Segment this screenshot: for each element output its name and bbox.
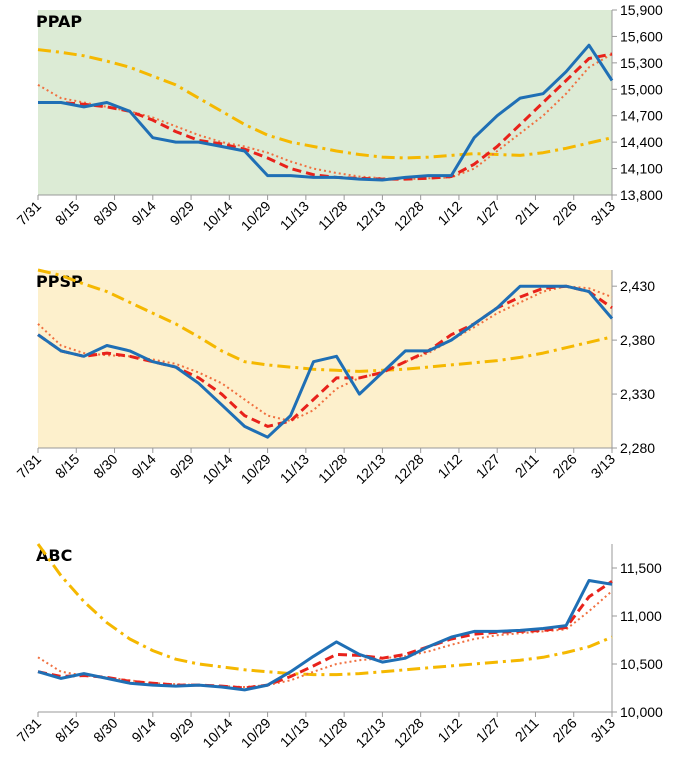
x-tick-label: 1/12	[434, 715, 465, 746]
series-line	[37, 580, 613, 690]
series-line	[37, 48, 613, 160]
x-tick-label: 10/14	[199, 715, 235, 751]
y-tick-label: 10,500	[620, 656, 663, 672]
chart-title: PPSP	[36, 272, 83, 291]
series-line	[38, 43, 614, 182]
x-tick-label: 11/28	[315, 451, 351, 487]
x-tick-label: 1/27	[473, 451, 504, 482]
series-line	[37, 590, 613, 688]
x-tick-label: 9/14	[128, 451, 159, 482]
y-tick-label: 2,430	[620, 278, 655, 294]
chart-title: ABC	[36, 546, 72, 565]
y-tick-label: 2,380	[620, 332, 655, 348]
y-tick-label: 14,100	[620, 161, 663, 177]
x-tick-label: 10/14	[199, 451, 235, 487]
x-tick-label: 9/14	[128, 715, 159, 746]
y-tick-label: 11,500	[620, 560, 662, 576]
series-line	[37, 53, 613, 181]
x-tick-label: 10/14	[199, 198, 235, 234]
x-tick-label: 3/13	[588, 715, 619, 746]
y-tick-label: 10,000	[620, 704, 663, 720]
x-tick-label: 2/11	[512, 715, 542, 745]
x-tick-label: 11/28	[315, 198, 351, 234]
x-tick-label: 1/27	[473, 198, 504, 229]
y-tick-label: 2,330	[620, 386, 655, 402]
x-tick-label: 7/31	[14, 715, 45, 746]
x-tick-label: 9/29	[167, 198, 198, 229]
x-tick-label: 9/29	[167, 715, 198, 746]
x-tick-label: 12/28	[391, 198, 427, 234]
chart-title: PPAP	[36, 12, 82, 31]
y-tick-label: 2,280	[620, 440, 655, 456]
y-tick-label: 15,900	[620, 2, 663, 18]
x-tick-label: 11/13	[277, 451, 313, 487]
x-tick-label: 12/13	[352, 715, 388, 751]
y-tick-label: 13,800	[620, 187, 663, 203]
y-tick-label: 15,000	[620, 81, 663, 97]
x-tick-label: 11/28	[315, 715, 351, 751]
x-tick-label: 11/13	[277, 715, 313, 751]
y-tick-label: 11,000	[620, 608, 662, 624]
x-tick-label: 11/13	[277, 198, 313, 234]
x-tick-label: 7/31	[14, 451, 45, 482]
x-tick-label: 1/12	[434, 198, 465, 229]
x-tick-label: 1/12	[434, 451, 465, 482]
x-tick-label: 8/30	[90, 715, 121, 746]
x-tick-label: 2/11	[512, 198, 542, 228]
x-tick-label: 8/15	[52, 451, 83, 482]
series-line	[37, 284, 614, 439]
x-tick-label: 12/13	[352, 198, 388, 234]
x-tick-label: 2/26	[549, 451, 580, 482]
x-tick-label: 12/13	[352, 451, 388, 487]
y-tick-label: 15,300	[620, 55, 663, 71]
x-tick-label: 3/13	[588, 451, 619, 482]
x-tick-label: 9/29	[167, 451, 198, 482]
x-tick-label: 10/29	[238, 715, 274, 751]
x-tick-label: 7/31	[14, 198, 45, 229]
x-tick-label: 8/30	[90, 198, 121, 229]
x-tick-label: 10/29	[238, 451, 274, 487]
x-tick-label: 10/29	[238, 198, 274, 234]
x-tick-label: 2/26	[549, 198, 580, 229]
y-tick-label: 14,400	[620, 134, 663, 150]
x-tick-label: 8/15	[52, 715, 83, 746]
series-line	[37, 579, 613, 692]
x-tick-label: 2/11	[512, 451, 542, 481]
x-tick-label: 12/28	[391, 715, 427, 751]
x-tick-label: 12/28	[391, 451, 427, 487]
x-tick-label: 8/15	[52, 198, 83, 229]
series-line	[36, 543, 613, 677]
series-line	[37, 268, 613, 373]
x-tick-label: 3/13	[588, 198, 619, 229]
x-tick-label: 8/30	[90, 451, 121, 482]
series-line	[37, 284, 613, 428]
y-tick-label: 14,700	[620, 108, 663, 124]
x-tick-label: 2/26	[549, 715, 580, 746]
x-tick-label: 1/27	[473, 715, 504, 746]
plot-area	[38, 10, 612, 195]
y-tick-label: 15,600	[620, 28, 663, 44]
x-tick-label: 9/14	[128, 198, 159, 229]
